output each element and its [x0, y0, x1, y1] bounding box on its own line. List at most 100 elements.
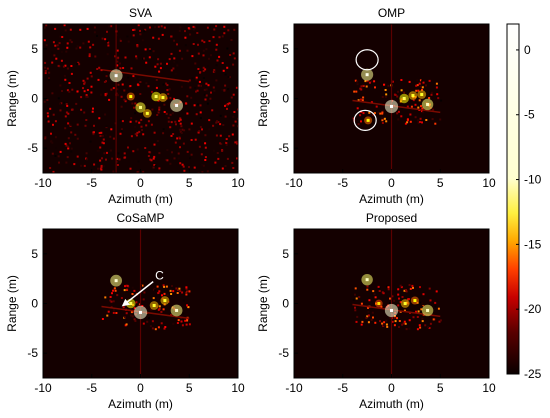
speckle-pixel [101, 141, 104, 144]
speckle-pixel [67, 145, 70, 148]
speckle-pixel [150, 159, 153, 162]
speckle-pixel [366, 298, 369, 301]
speckle-pixel [44, 72, 47, 75]
speckle-pixel [357, 123, 360, 126]
speckle-pixel [381, 109, 384, 112]
speckle-pixel [215, 79, 218, 82]
x-tick-label: 10 [482, 176, 496, 190]
speckle-pixel [180, 85, 183, 88]
speckle-pixel [178, 119, 181, 122]
speckle-pixel [131, 102, 134, 105]
plot-background [43, 24, 238, 173]
speckle-pixel [203, 88, 206, 91]
speckle-pixel [177, 319, 180, 322]
speckle-pixel [119, 67, 122, 70]
speckle-pixel [221, 62, 224, 64]
speckle-pixel [112, 311, 115, 314]
speckle-pixel [50, 140, 53, 143]
speckle-pixel [112, 137, 115, 140]
speckle-pixel [218, 55, 221, 58]
speckle-pixel [173, 60, 176, 63]
speckle-pixel [184, 44, 187, 47]
speckle-pixel [227, 76, 230, 78]
speckle-pixel [175, 287, 178, 290]
speckle-pixel [189, 157, 192, 160]
speckle-pixel [51, 92, 54, 95]
speckle-pixel [117, 152, 120, 155]
speckle-pixel [79, 28, 82, 31]
speckle-pixel [64, 127, 67, 130]
speckle-pixel [157, 326, 160, 329]
speckle-pixel [429, 322, 432, 325]
speckle-pixel [171, 151, 173, 154]
x-tick-label: -5 [86, 381, 97, 395]
speckle-pixel [148, 317, 150, 319]
speckle-pixel [126, 35, 129, 38]
speckle-pixel [435, 290, 438, 293]
speckle-pixel [366, 315, 369, 318]
speckle-pixel [44, 61, 47, 64]
speckle-pixel [135, 120, 138, 123]
speckle-pixel [90, 85, 93, 88]
speckle-pixel [391, 295, 394, 298]
speckle-pixel [408, 284, 411, 286]
speckle-pixel [57, 47, 60, 50]
speckle-pixel [156, 140, 159, 142]
speckle-pixel [199, 71, 202, 74]
panel-title: Proposed [366, 211, 417, 225]
speckle-pixel [47, 120, 50, 123]
speckle-pixel [79, 30, 82, 33]
speckle-pixel [45, 44, 48, 47]
speckle-pixel [215, 121, 218, 124]
speckle-pixel [420, 105, 422, 108]
speckle-pixel [187, 110, 190, 113]
speckle-pixel [105, 125, 108, 128]
speckle-pixel [184, 319, 187, 322]
speckle-pixel [366, 288, 369, 291]
speckle-pixel [62, 65, 65, 68]
speckle-pixel [216, 59, 219, 62]
scatterer [139, 105, 142, 109]
x-tick-label: 10 [231, 176, 245, 190]
speckle-pixel [405, 328, 408, 331]
speckle-pixel [201, 163, 204, 166]
speckle-pixel [101, 37, 104, 40]
speckle-pixel [180, 320, 183, 323]
speckle-pixel [139, 93, 142, 95]
speckle-pixel [51, 51, 54, 54]
speckle-pixel [92, 43, 95, 46]
speckle-pixel [108, 98, 111, 101]
speckle-pixel [215, 64, 218, 67]
speckle-pixel [389, 316, 392, 319]
speckle-pixel [229, 117, 232, 120]
speckle-pixel [169, 289, 172, 292]
speckle-pixel [106, 30, 108, 33]
speckle-pixel [152, 50, 155, 53]
speckle-pixel [80, 164, 83, 167]
speckle-pixel [216, 120, 218, 123]
speckle-pixel [125, 323, 128, 326]
colorbar: 0 -5 -10 -15 -20 -25 [506, 23, 542, 381]
speckle-pixel [107, 44, 110, 47]
speckle-pixel [373, 80, 376, 83]
speckle-pixel [135, 57, 138, 60]
speckle-pixel [43, 39, 46, 42]
speckle-pixel [149, 26, 151, 29]
speckle-pixel [120, 95, 123, 98]
y-axis-label: Range (m) [5, 70, 19, 127]
speckle-pixel [378, 290, 381, 292]
speckle-pixel [149, 49, 152, 52]
speckle-pixel [152, 36, 155, 39]
speckle-pixel [64, 78, 67, 81]
speckle-pixel [108, 25, 111, 28]
speckle-pixel [160, 25, 163, 28]
speckle-pixel [181, 128, 184, 131]
speckle-pixel [352, 298, 355, 301]
speckle-pixel [69, 123, 72, 126]
speckle-pixel [421, 88, 423, 91]
speckle-pixel [204, 156, 207, 159]
speckle-pixel [202, 66, 205, 69]
speckle-pixel [170, 69, 173, 72]
speckle-pixel [386, 325, 389, 328]
speckle-pixel [188, 290, 191, 293]
